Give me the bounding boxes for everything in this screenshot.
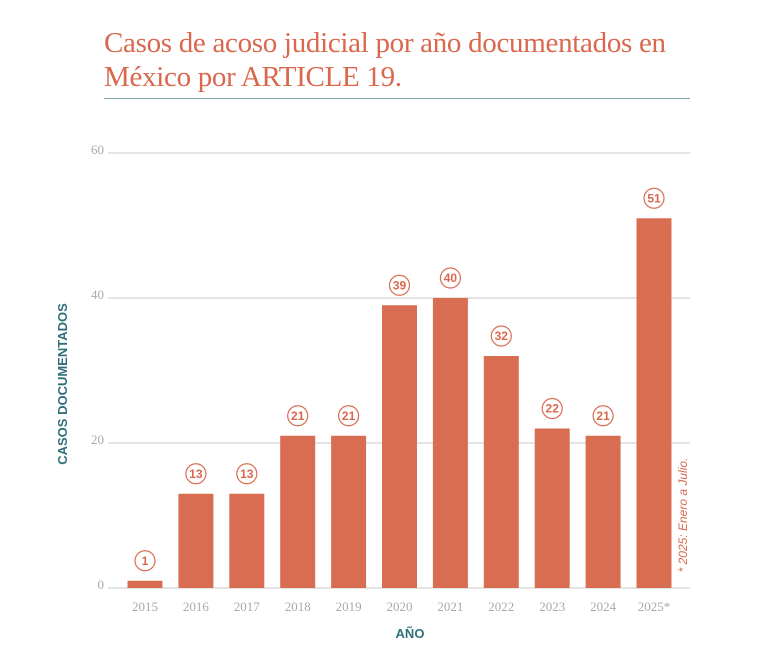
y-axis-ticks: 0 20 40 60 — [91, 142, 104, 592]
title-divider — [104, 98, 690, 99]
y-tick-label: 0 — [98, 577, 105, 592]
bar — [178, 493, 214, 588]
bar — [534, 428, 570, 588]
data-label: 21 — [338, 405, 360, 427]
x-axis-label: AÑO — [396, 626, 425, 641]
chart-title: Casos de acoso judicial por año document… — [104, 27, 666, 93]
data-label-text: 40 — [444, 271, 458, 285]
y-tick-label: 60 — [91, 142, 104, 157]
data-label-circle — [287, 405, 309, 427]
x-tick-label: 2019 — [336, 599, 362, 614]
footnote: * 2025: Enero a Julio. — [676, 458, 690, 573]
data-label: 51 — [643, 187, 665, 209]
x-tick-label: 2021 — [437, 599, 463, 614]
data-label: 39 — [388, 274, 411, 296]
data-labels: 1 13 13 21 21 39 40 32 22 21 51 — [134, 187, 665, 572]
data-label: 21 — [592, 405, 614, 427]
data-label-text: 1 — [142, 554, 149, 568]
bars — [127, 218, 672, 588]
y-tick-label: 20 — [91, 432, 104, 447]
data-label-text: 39 — [393, 278, 407, 292]
x-tick-label: 2020 — [387, 599, 413, 614]
bar — [432, 298, 468, 588]
data-label-circle — [439, 267, 461, 289]
x-axis-ticks: 2015 2016 2017 2018 2019 2020 2021 2022 2023 2024… — [132, 599, 670, 614]
data-label-text: 21 — [596, 409, 610, 423]
data-label-circle — [592, 405, 614, 427]
x-tick-label: 2024 — [590, 599, 617, 614]
data-label: 13 — [185, 463, 207, 485]
data-label-circle — [388, 274, 411, 296]
data-label-text: 51 — [647, 191, 661, 205]
x-tick-label: 2023 — [539, 599, 565, 614]
data-label-circle — [134, 550, 156, 572]
data-label: 13 — [236, 463, 258, 485]
x-tick-label: 2018 — [285, 599, 311, 614]
data-label-text: 13 — [240, 467, 254, 481]
data-label: 22 — [541, 397, 563, 420]
x-tick-label: 2017 — [234, 599, 261, 614]
x-tick-label: 2015 — [132, 599, 158, 614]
x-tick-label: 2016 — [183, 599, 210, 614]
data-label-circle — [236, 463, 258, 485]
data-label-circle — [490, 325, 512, 347]
bar — [636, 218, 672, 588]
bar — [280, 435, 316, 588]
y-tick-label: 40 — [91, 287, 104, 302]
data-label-circle — [185, 463, 207, 485]
data-label: 32 — [490, 325, 512, 347]
y-axis-label: CASOS DOCUMENTADOS — [55, 303, 70, 465]
bar — [483, 356, 519, 588]
bar — [229, 493, 265, 588]
data-label-circle — [338, 405, 360, 427]
x-tick-label: 2025* — [638, 599, 671, 614]
bar — [331, 435, 367, 588]
data-label-text: 32 — [495, 329, 509, 343]
bar — [585, 435, 621, 588]
data-label-text: 13 — [189, 467, 203, 481]
data-label: 40 — [439, 267, 461, 289]
data-label-text: 22 — [546, 402, 560, 416]
data-label-circle — [541, 397, 563, 420]
data-label-circle — [643, 187, 665, 209]
data-label-text: 21 — [342, 409, 356, 423]
bar — [127, 580, 163, 588]
data-label: 21 — [287, 405, 309, 427]
bar — [382, 305, 417, 588]
data-label: 1 — [134, 550, 156, 572]
data-label-text: 21 — [291, 409, 305, 423]
x-tick-label: 2022 — [488, 599, 514, 614]
